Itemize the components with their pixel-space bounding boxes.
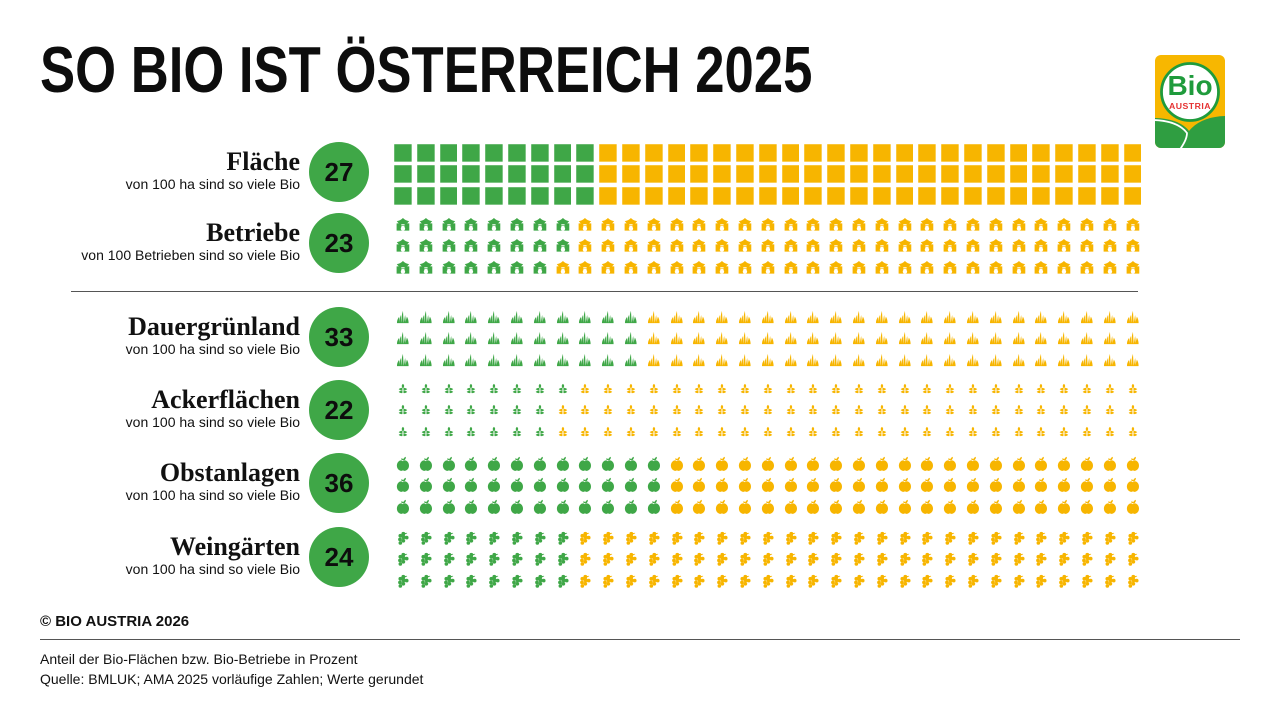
svg-text:Bio: Bio [1167,70,1212,101]
svg-text:AUSTRIA: AUSTRIA [1169,101,1211,111]
